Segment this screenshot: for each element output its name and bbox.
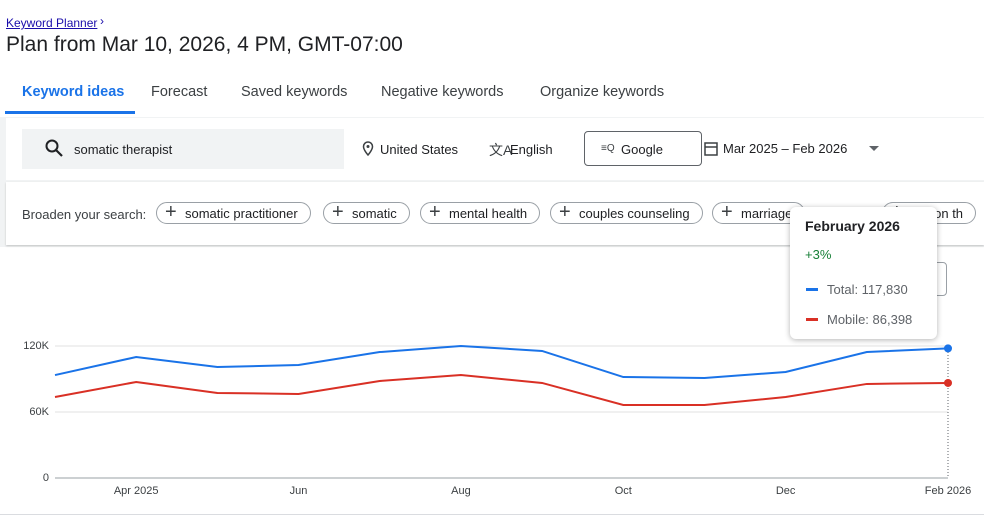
tab[interactable]: Forecast [151,84,208,100]
tooltip-swatch [806,318,818,321]
network-icon: ≡Q [601,143,615,154]
search-box[interactable] [22,129,344,169]
tab[interactable]: Organize keywords [540,84,665,100]
search-icon [45,139,63,157]
tooltip-swatch [806,288,818,291]
chip[interactable]: couples counseling [550,201,703,224]
x-tick-label: Apr 2025 [114,485,159,497]
divider [0,514,984,515]
x-tick-label: Aug [451,485,471,497]
tooltip-item: Mobile: 86,398 [827,312,913,327]
chip[interactable]: somatic practitioner [156,201,311,224]
x-tick-label: Feb 2026 [925,485,971,497]
hover-dot [944,378,952,387]
search-query: somatic therapist [74,142,173,157]
tooltip-change: +3% [805,247,832,262]
chip[interactable]: somatic [323,201,410,224]
y-tick-label: 60K [29,406,49,418]
line-series [54,344,949,380]
network-button[interactable] [584,131,702,166]
tab[interactable]: Keyword ideas [22,84,125,100]
x-tick-label: Jun [290,485,308,497]
dropdown-arrow [869,146,879,151]
tab[interactable]: Negative keywords [381,84,504,100]
location-icon [362,141,374,157]
tab-indicator [5,111,135,114]
broaden-label: Broaden your search: [22,207,147,222]
language[interactable]: English [510,142,553,157]
tooltip: February 2026 +3% Total: 117,830 Mobile:… [790,207,937,339]
x-tick-label: Dec [776,485,796,497]
date-range[interactable]: Mar 2025 – Feb 2026 [723,141,848,156]
page-title: Plan from Mar 10, 2026, 4 PM, GMT-07:00 [6,33,403,56]
translate-icon: 文A [489,142,513,158]
tab[interactable]: Saved keywords [241,84,348,100]
location[interactable]: United States [380,142,459,157]
tooltip-item: Total: 117,830 [827,282,908,297]
y-tick-label: 120K [23,340,49,352]
breadcrumb[interactable]: Keyword Planner [6,16,98,30]
chip[interactable]: mental health [420,201,541,224]
tooltip-title: February 2026 [805,218,900,234]
hover-dot [944,344,952,353]
network: Google [621,142,663,157]
chevron: › [100,14,104,28]
line-series [54,374,949,406]
y-tick-label: 0 [43,472,49,484]
x-tick-label: Oct [615,485,632,497]
calendar-icon [704,142,718,156]
